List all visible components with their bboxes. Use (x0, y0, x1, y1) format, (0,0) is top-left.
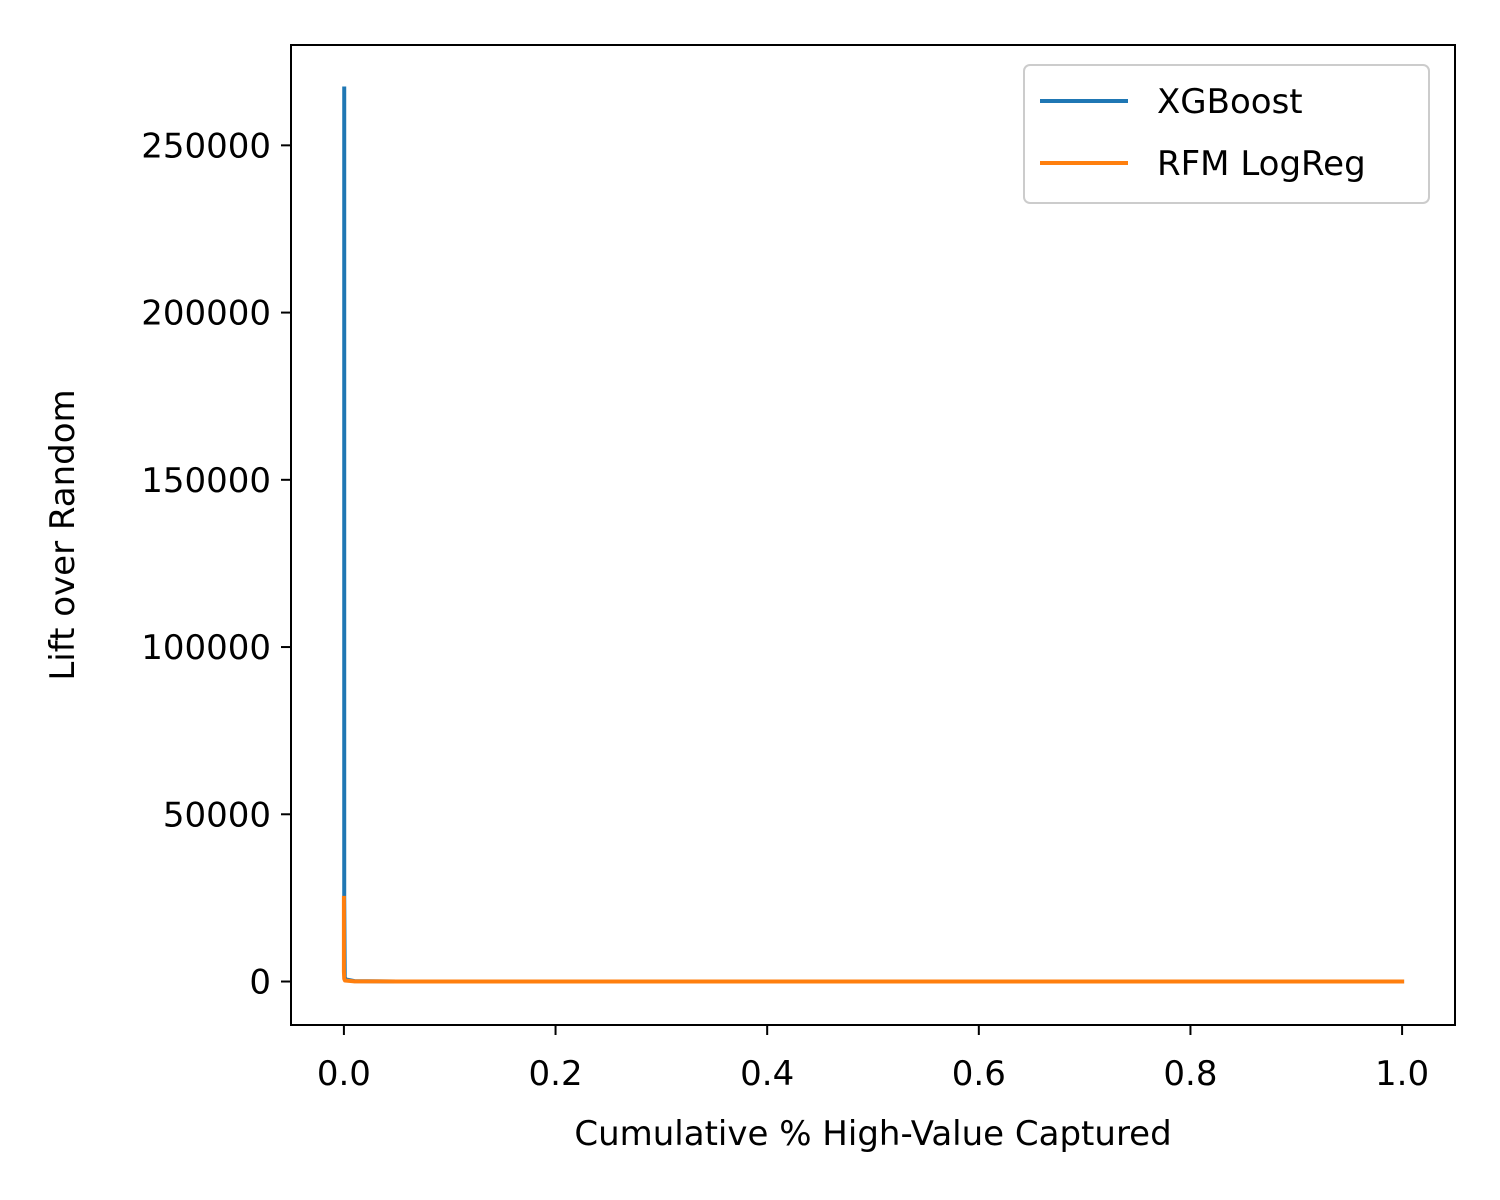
x-tick-label: 1.0 (1375, 1054, 1429, 1094)
y-tick-label: 250000 (141, 126, 271, 166)
plot-frame (290, 44, 1456, 1026)
series-layer (341, 86, 1405, 984)
x-tick-label: 0.8 (1163, 1054, 1217, 1094)
x-axis-label: Cumulative % High-Value Captured (574, 1114, 1171, 1154)
series-line-1 (341, 895, 1405, 984)
x-tick-label: 0.0 (317, 1054, 371, 1094)
legend: XGBoost RFM LogReg (1023, 64, 1430, 204)
y-axis-label: Lift over Random (43, 389, 83, 680)
y-axis: 0 50000 100000 150000 200000 250000 (141, 126, 291, 1003)
x-tick-label: 0.2 (529, 1054, 583, 1094)
y-tick-label: 50000 (163, 795, 271, 835)
y-tick-label: 0 (249, 963, 271, 1003)
x-axis: 0.0 0.2 0.4 0.6 0.8 1.0 (317, 1025, 1429, 1094)
legend-label-1: RFM LogReg (1157, 144, 1366, 184)
y-tick-label: 150000 (141, 461, 271, 501)
x-tick-label: 0.6 (952, 1054, 1006, 1094)
y-tick-label: 200000 (141, 294, 271, 334)
y-tick-label: 100000 (141, 628, 271, 668)
legend-label-0: XGBoost (1157, 82, 1303, 122)
x-tick-label: 0.4 (740, 1054, 794, 1094)
